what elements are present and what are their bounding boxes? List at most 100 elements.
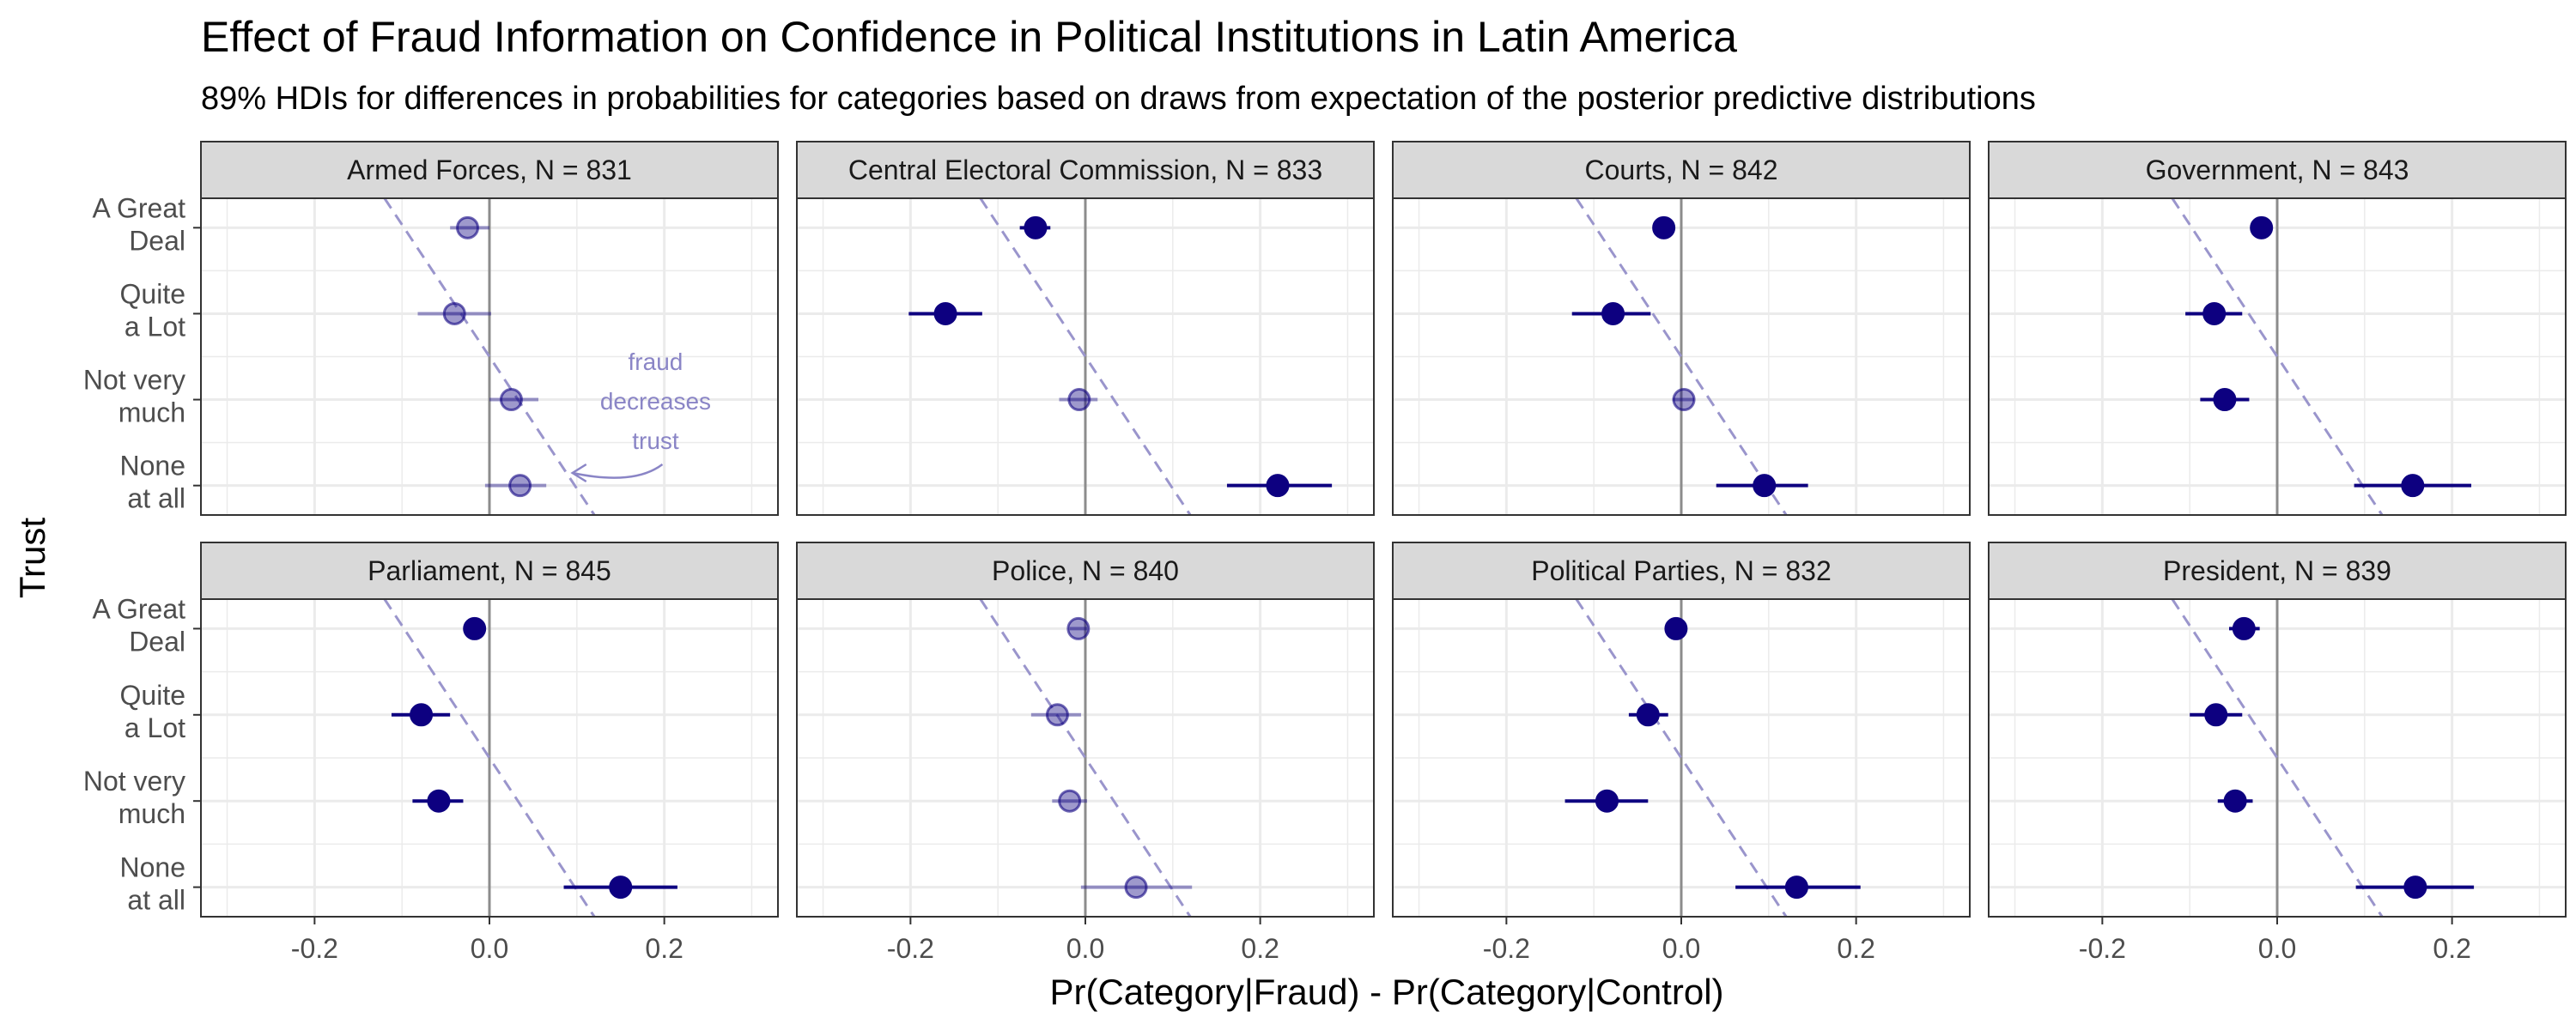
y-tick-label: much xyxy=(118,798,185,829)
x-tick-label: 0.2 xyxy=(1837,933,1874,964)
y-tick-label: Deal xyxy=(129,626,185,657)
annotation-text: trust xyxy=(632,427,679,454)
estimate-point xyxy=(933,301,957,325)
estimate-point xyxy=(2213,388,2237,412)
estimate-point xyxy=(442,301,466,325)
y-tick-label: a Lot xyxy=(125,712,185,743)
estimate-point xyxy=(1652,215,1676,239)
y-axis-title: Trust xyxy=(12,518,52,598)
panel-4: Government, N = 843 xyxy=(1988,141,2567,516)
annotation-arrow xyxy=(572,464,664,479)
estimate-point xyxy=(456,215,480,239)
x-tick-label: 0.2 xyxy=(2433,933,2470,964)
annotation-text: fraud xyxy=(629,348,683,375)
estimate-point xyxy=(2204,703,2228,727)
estimate-point xyxy=(499,388,523,412)
y-tick-label: None xyxy=(120,852,186,883)
panel-border xyxy=(200,197,779,516)
estimate-point xyxy=(2232,616,2256,640)
y-tick-label: A Great xyxy=(93,593,186,624)
panel-strip-label: Political Parties, N = 832 xyxy=(1531,555,1832,586)
reference-line xyxy=(1575,197,1788,516)
reference-line xyxy=(1575,598,1788,918)
panel-3: Courts, N = 842 xyxy=(1392,141,1971,516)
chart-title: Effect of Fraud Information on Confidenc… xyxy=(201,13,1737,61)
x-tick-label: 0.0 xyxy=(471,933,508,964)
reference-line xyxy=(2171,598,2384,918)
panel-strip xyxy=(1392,141,1971,199)
y-tick-label: at all xyxy=(127,483,185,514)
annotation-text: decreases xyxy=(600,388,711,415)
reference-line xyxy=(383,197,596,516)
estimate-point xyxy=(1601,301,1625,325)
y-tick-label: Not very xyxy=(83,766,185,797)
panel-2: Central Electoral Commission, N = 833 xyxy=(796,141,1375,516)
estimate-point xyxy=(609,876,633,900)
estimate-point xyxy=(427,789,451,813)
estimate-point xyxy=(2401,474,2425,498)
estimate-point xyxy=(2202,301,2227,325)
x-tick-label: -0.2 xyxy=(2079,933,2126,964)
estimate-point xyxy=(1067,388,1091,412)
reference-line xyxy=(979,598,1192,918)
panel-7: Political Parties, N = 832 -0.2 0.0 0.2 xyxy=(1392,542,1971,964)
panel-strip-label: Police, N = 840 xyxy=(992,555,1179,586)
estimate-point xyxy=(1266,474,1290,498)
estimate-point xyxy=(1784,876,1808,900)
panel-8: President, N = 839 -0.2 0.0 0.2 xyxy=(1988,542,2567,964)
panel-strip-label: Central Electoral Commission, N = 833 xyxy=(848,154,1322,185)
estimate-point xyxy=(2403,876,2427,900)
y-tick-label: Deal xyxy=(129,225,185,256)
annotation-arrowhead xyxy=(570,463,587,483)
estimate-point xyxy=(1066,616,1091,640)
y-tick-label: at all xyxy=(127,885,185,916)
estimate-point xyxy=(1672,388,1696,412)
panel-strip-label: President, N = 839 xyxy=(2163,555,2391,586)
panel-border xyxy=(796,197,1375,516)
panel-strip xyxy=(1392,542,1971,600)
estimate-point xyxy=(1058,789,1082,813)
x-tick-label: 0.0 xyxy=(1066,933,1104,964)
estimate-point xyxy=(410,703,434,727)
x-tick-label: 0.0 xyxy=(1662,933,1700,964)
reference-line xyxy=(979,197,1192,516)
estimate-point xyxy=(1636,703,1660,727)
estimate-point xyxy=(508,474,532,498)
panel-6: Police, N = 840 -0.2 0.0 0.2 xyxy=(796,542,1375,964)
y-tick-label: Not very xyxy=(83,365,185,396)
x-tick-label: -0.2 xyxy=(291,933,338,964)
chart-subtitle: 89% HDIs for differences in probabilitie… xyxy=(201,81,2036,117)
panel-strip-label: Courts, N = 842 xyxy=(1585,154,1778,185)
panel-strip xyxy=(200,141,779,199)
x-tick-label: 0.0 xyxy=(2258,933,2296,964)
estimate-point xyxy=(1753,474,1777,498)
reference-line xyxy=(383,598,596,918)
reference-line xyxy=(2171,197,2384,516)
y-tick-label: a Lot xyxy=(125,311,185,342)
estimate-point xyxy=(1124,876,1148,900)
panel-strip xyxy=(796,141,1375,199)
panel-strip-label: Armed Forces, N = 831 xyxy=(347,154,632,185)
estimate-point xyxy=(2223,789,2247,813)
y-tick-label: Quite xyxy=(120,680,185,711)
estimate-point xyxy=(463,616,487,640)
panel-border xyxy=(1392,197,1971,516)
estimate-point xyxy=(2250,215,2274,239)
panel-strip xyxy=(1988,141,2567,199)
estimate-point xyxy=(1045,703,1069,727)
x-axis-title: Pr(Category|Fraud) - Pr(Category|Control… xyxy=(1049,972,1723,1012)
x-tick-label: 0.2 xyxy=(645,933,683,964)
panel-strip-label: Government, N = 843 xyxy=(2146,154,2409,185)
panel-border xyxy=(1988,197,2567,516)
estimate-point xyxy=(1664,616,1688,640)
x-tick-label: -0.2 xyxy=(887,933,934,964)
estimate-point xyxy=(1595,789,1619,813)
y-tick-label: much xyxy=(118,397,185,428)
estimate-point xyxy=(1024,215,1048,239)
y-tick-label: None xyxy=(120,451,186,482)
panel-strip xyxy=(200,542,779,600)
